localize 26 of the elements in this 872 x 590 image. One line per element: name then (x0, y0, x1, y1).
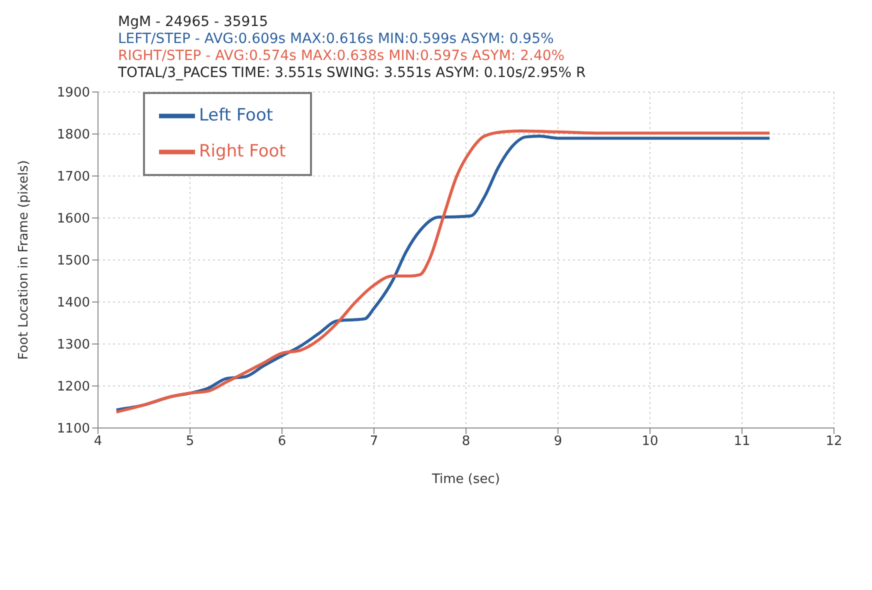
legend-label: Left Foot (199, 106, 274, 126)
x-tick-label: 10 (642, 434, 658, 450)
x-tick-label: 11 (734, 434, 750, 450)
x-tick-label: 7 (370, 434, 378, 450)
text: RIGHT/STEP - AVG:0.574s MAX:0.638s MIN:0.597s ASYM: 2.40% (118, 48, 566, 65)
x-tick-label: 5 (186, 434, 194, 450)
x-tick-label: 4 (94, 434, 102, 450)
chart-title: MgM - 24965 - 35915 (118, 14, 270, 31)
y-axis-title: Foot Location in Frame (pixels) (16, 160, 32, 360)
y-tick-label: 1100 (56, 422, 90, 437)
text: TOTAL/3_PACES TIME: 3.551s SWING: 3.551s ASYM: 0.10s/2.95% R (118, 65, 587, 82)
x-tick-label: 9 (554, 434, 562, 450)
x-tick-label: 6 (278, 434, 286, 450)
y-tick-label: 1200 (56, 380, 90, 395)
y-tick-label: 1300 (56, 338, 90, 353)
y-tick-label: 1600 (56, 212, 90, 227)
x-axis-title: Time (sec) (430, 472, 500, 487)
x-tick-label: 12 (826, 434, 842, 450)
x-tick-label: 8 (462, 434, 470, 450)
y-tick-label: 1700 (56, 170, 90, 185)
y-tick-label: 1400 (56, 296, 90, 311)
text: LEFT/STEP - AVG:0.609s MAX:0.616s MIN:0.599s ASYM: 0.95% (118, 31, 555, 48)
y-tick-label: 1500 (56, 254, 90, 269)
y-tick-label: 1900 (56, 86, 90, 101)
y-tick-label: 1800 (56, 128, 90, 143)
legend-label: Right Foot (199, 142, 286, 162)
